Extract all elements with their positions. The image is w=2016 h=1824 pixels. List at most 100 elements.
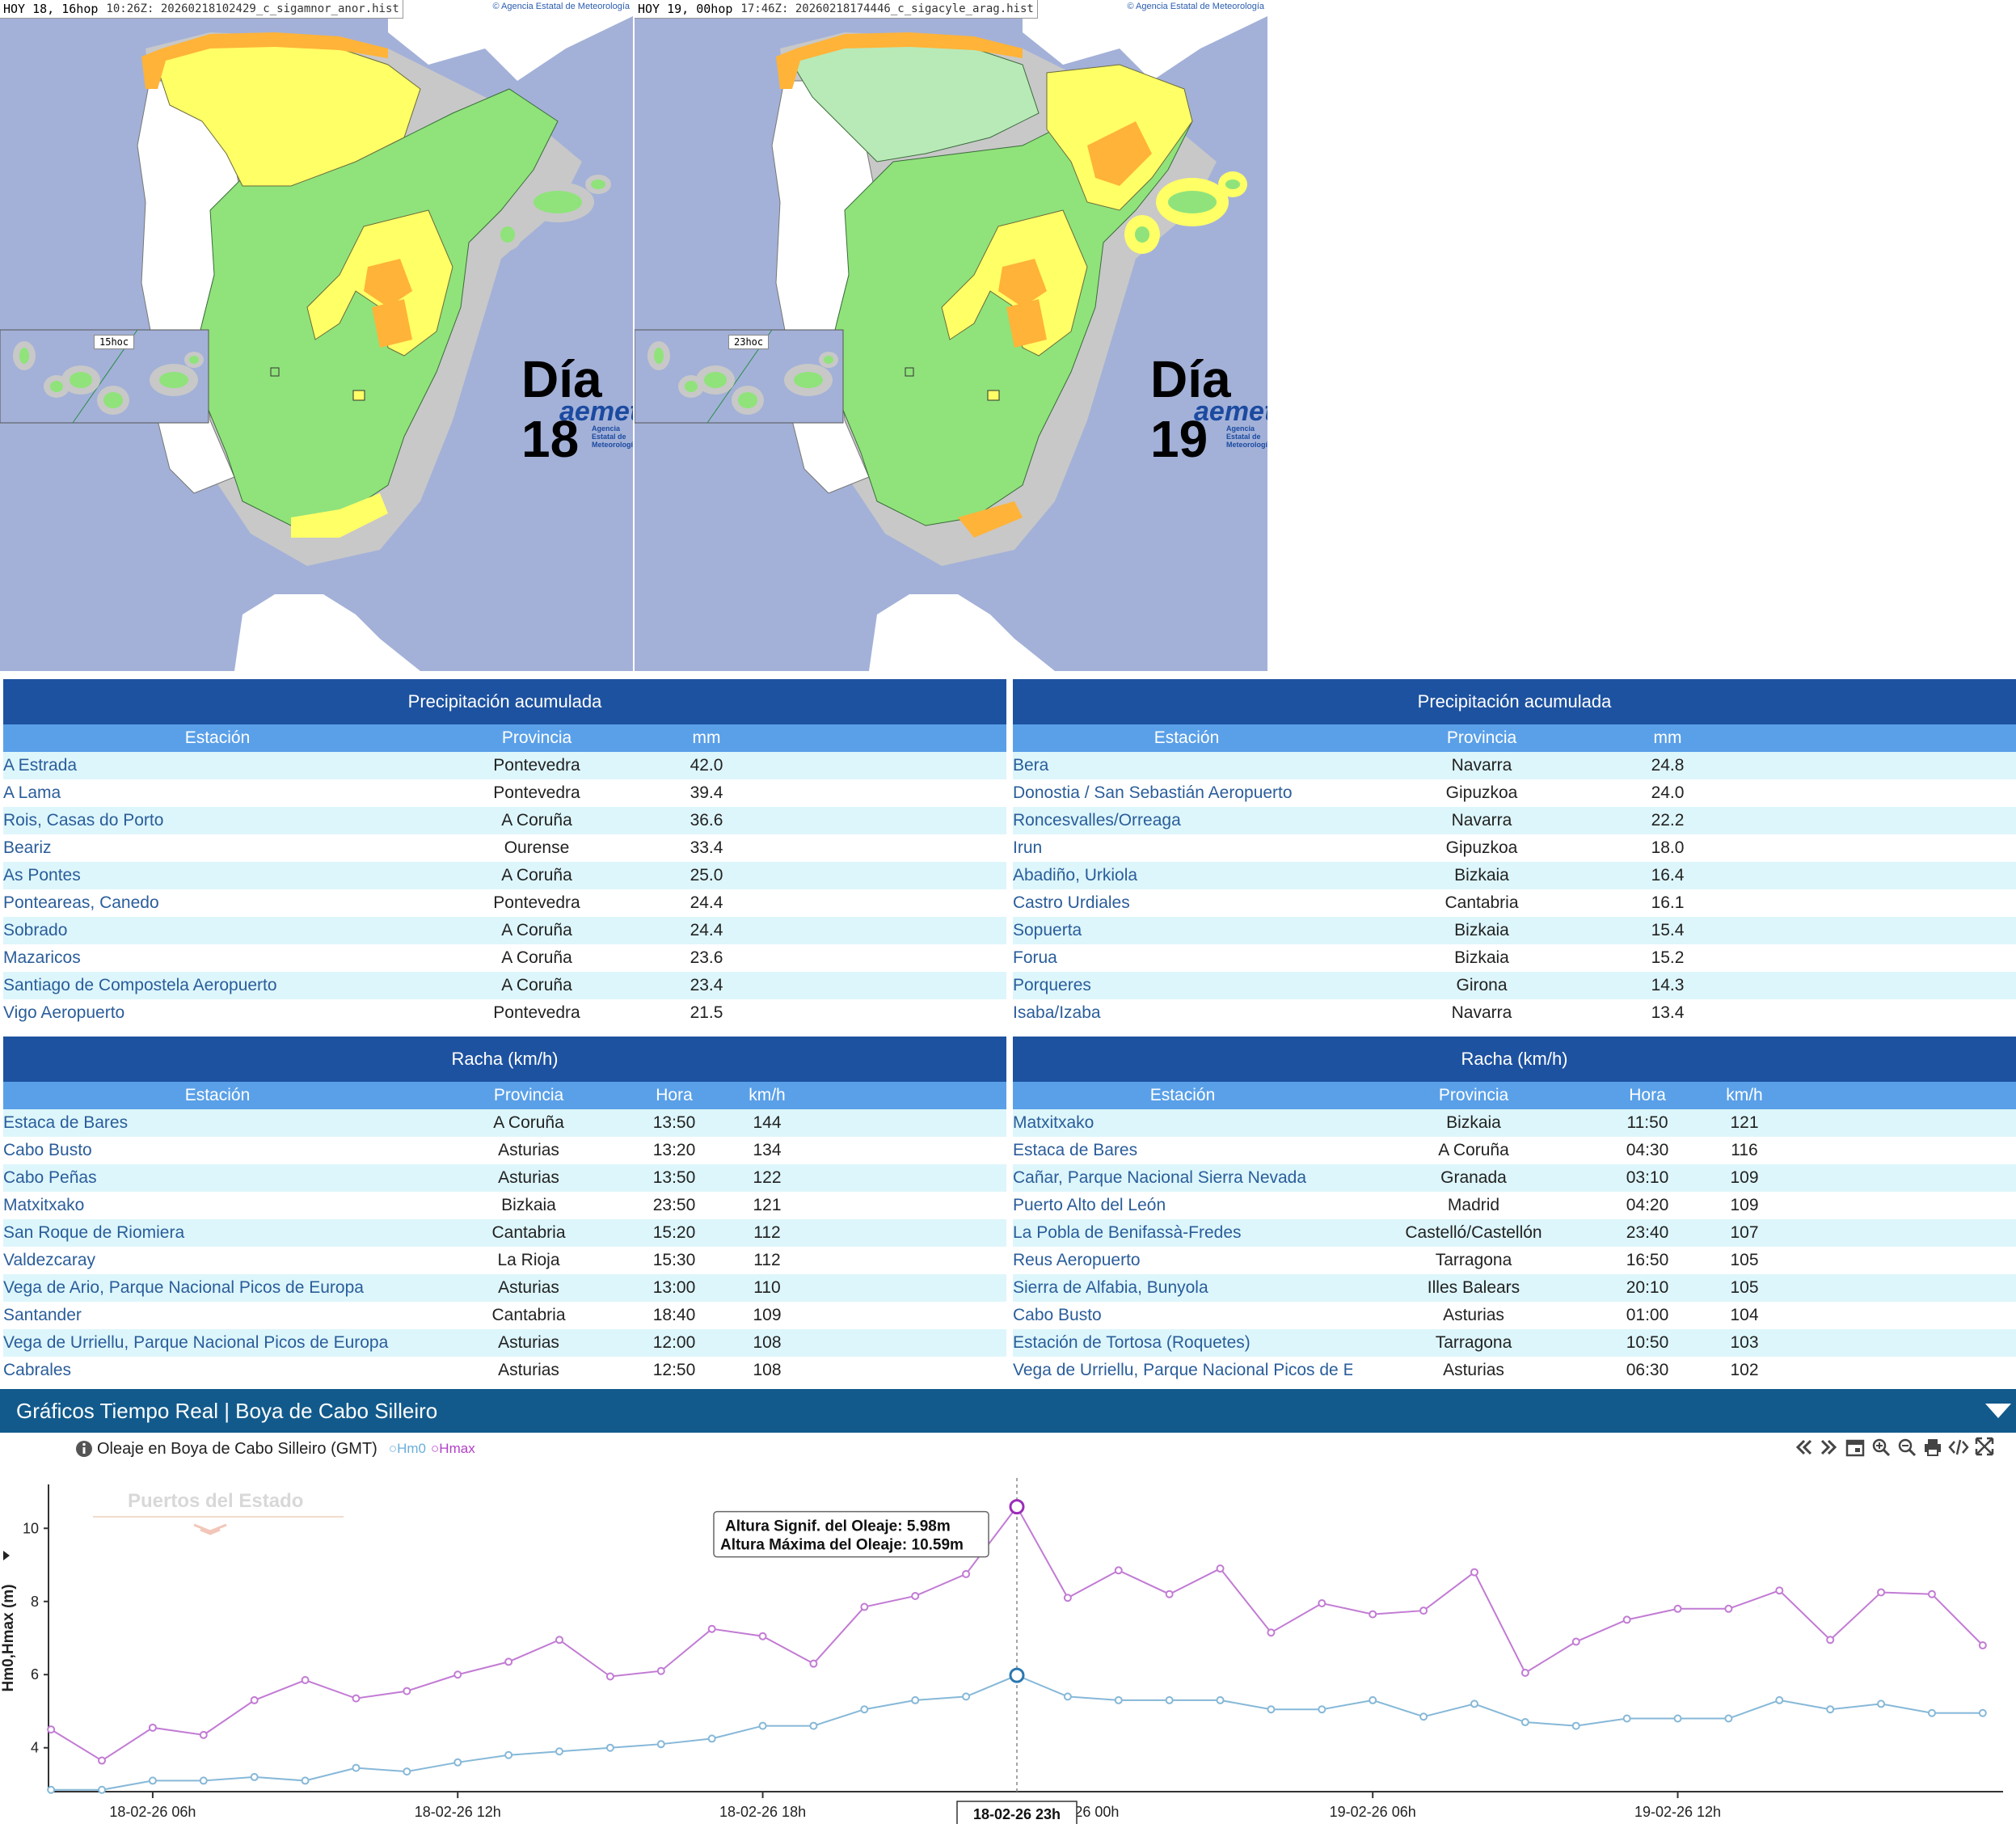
- data-point-hm0[interactable]: [1927, 1708, 1936, 1717]
- station-link[interactable]: San Roque de Riomiera: [3, 1223, 185, 1242]
- data-point-hmax[interactable]: [47, 1725, 56, 1734]
- data-point-hm0[interactable]: [758, 1721, 767, 1730]
- station-link[interactable]: Ponteareas, Canedo: [3, 893, 159, 912]
- station-link[interactable]: La Pobla de Benifassà-Fredes: [1013, 1223, 1242, 1242]
- print-icon[interactable]: [1922, 1436, 1943, 1459]
- data-point-hmax[interactable]: [148, 1723, 157, 1732]
- data-point-hmax[interactable]: [1571, 1637, 1580, 1646]
- data-point-hm0[interactable]: [1318, 1705, 1326, 1714]
- legend-hm0-item[interactable]: ○Hm0: [388, 1441, 427, 1456]
- station-link[interactable]: Isaba/Izaba: [1013, 1003, 1101, 1022]
- data-point-hm0[interactable]: [860, 1705, 869, 1714]
- data-point-hm0[interactable]: [1165, 1695, 1174, 1704]
- station-link[interactable]: Roncesvalles/Orreaga: [1013, 811, 1181, 830]
- data-point-hmax[interactable]: [1927, 1590, 1936, 1598]
- calendar-icon[interactable]: [1845, 1436, 1866, 1459]
- column-header[interactable]: mm: [692, 728, 721, 747]
- data-point-hm0[interactable]: [962, 1692, 971, 1701]
- station-link[interactable]: Cañar, Parque Nacional Sierra Nevada: [1013, 1168, 1307, 1187]
- data-point-hm0[interactable]: [453, 1758, 462, 1767]
- data-point-hmax[interactable]: [1724, 1604, 1733, 1613]
- data-point-hm0[interactable]: [98, 1785, 107, 1794]
- data-point-hmax[interactable]: [1216, 1564, 1225, 1573]
- data-point-hmax[interactable]: [707, 1624, 716, 1633]
- data-point-hmax[interactable]: [555, 1636, 564, 1645]
- station-link[interactable]: Irun: [1013, 838, 1043, 857]
- station-link[interactable]: Mazaricos: [3, 948, 81, 967]
- data-point-hmax[interactable]: [1520, 1668, 1529, 1677]
- station-link[interactable]: A Lama: [3, 783, 61, 802]
- data-point-hmax[interactable]: [1673, 1604, 1682, 1613]
- station-link[interactable]: Cabo Busto: [3, 1141, 92, 1159]
- column-header[interactable]: Provincia: [501, 728, 572, 747]
- data-point-hmax[interactable]: [809, 1659, 818, 1668]
- data-point-hm0[interactable]: [707, 1734, 716, 1743]
- data-point-hmax[interactable]: [656, 1666, 665, 1675]
- data-point-hmax[interactable]: [1369, 1610, 1377, 1619]
- data-point-hm0[interactable]: [1470, 1699, 1478, 1708]
- station-link[interactable]: Cabo Peñas: [3, 1168, 97, 1187]
- data-point-hmax[interactable]: [1267, 1628, 1276, 1637]
- data-point-hm0[interactable]: [1520, 1718, 1529, 1727]
- station-link[interactable]: Porqueres: [1013, 976, 1091, 994]
- data-point-hm0[interactable]: [47, 1785, 56, 1794]
- column-header[interactable]: Estación: [1149, 1086, 1216, 1104]
- data-point-hm0[interactable]: [1877, 1699, 1886, 1708]
- code-icon[interactable]: [1948, 1436, 1969, 1459]
- data-point-hmax[interactable]: [1419, 1607, 1428, 1615]
- data-point-hm0[interactable]: [1673, 1714, 1682, 1723]
- data-point-hm0[interactable]: [911, 1695, 920, 1704]
- data-point-hm0[interactable]: [1267, 1705, 1276, 1714]
- station-link[interactable]: Estación de Tortosa (Roquetes): [1013, 1333, 1251, 1352]
- info-icon[interactable]: [74, 1439, 94, 1459]
- data-point-hmax[interactable]: [1318, 1599, 1326, 1608]
- station-link[interactable]: Bera: [1013, 756, 1049, 775]
- column-header[interactable]: Provincia: [1446, 728, 1517, 747]
- station-link[interactable]: Abadiño, Urkiola: [1013, 866, 1138, 885]
- data-point-hmax[interactable]: [1978, 1641, 1987, 1650]
- station-link[interactable]: Sopuerta: [1013, 921, 1082, 939]
- data-point-hm0[interactable]: [1978, 1708, 1987, 1717]
- zoom-in-icon[interactable]: [1870, 1436, 1892, 1459]
- next-page-icon[interactable]: [1819, 1436, 1840, 1459]
- data-point-hm0[interactable]: [301, 1776, 310, 1785]
- first-page-icon[interactable]: [1793, 1436, 1814, 1459]
- column-header[interactable]: km/h: [1726, 1086, 1763, 1104]
- data-point-hmax[interactable]: [98, 1756, 107, 1765]
- station-link[interactable]: Valdezcaray: [3, 1251, 96, 1269]
- collapse-icon[interactable]: [1984, 1400, 2013, 1421]
- data-point-hmax[interactable]: [911, 1591, 920, 1600]
- station-link[interactable]: As Pontes: [3, 866, 81, 885]
- column-header[interactable]: Hora: [1629, 1086, 1666, 1104]
- data-point-hm0[interactable]: [148, 1776, 157, 1785]
- column-header[interactable]: Estación: [184, 1086, 251, 1104]
- station-link[interactable]: Cabrales: [3, 1361, 72, 1379]
- data-point-hm0[interactable]: [605, 1743, 614, 1752]
- data-point-hm0[interactable]: [555, 1747, 564, 1756]
- station-link[interactable]: Santiago de Compostela Aeropuerto: [3, 976, 277, 994]
- data-point-hmax[interactable]: [403, 1687, 411, 1695]
- data-point-hm0[interactable]: [1063, 1692, 1072, 1701]
- data-point-hmax[interactable]: [1622, 1615, 1631, 1624]
- data-point-hmax[interactable]: [605, 1672, 614, 1681]
- data-point-hm0[interactable]: [1369, 1695, 1377, 1704]
- data-point-hm0[interactable]: [1826, 1705, 1835, 1714]
- station-link[interactable]: Sobrado: [3, 921, 68, 939]
- station-link[interactable]: Puerto Alto del León: [1013, 1196, 1166, 1214]
- station-link[interactable]: Estaca de Bares: [3, 1113, 129, 1132]
- data-point-hmax[interactable]: [1165, 1590, 1174, 1598]
- station-link[interactable]: Santander: [3, 1306, 82, 1324]
- legend-hmax-item[interactable]: ○Hmax: [431, 1441, 475, 1456]
- station-link[interactable]: Beariz: [3, 838, 52, 857]
- station-link[interactable]: Vega de Ario, Parque Nacional Picos de E…: [3, 1278, 364, 1297]
- column-header[interactable]: km/h: [749, 1086, 786, 1104]
- data-point-hmax[interactable]: [962, 1569, 971, 1578]
- column-header[interactable]: Provincia: [493, 1086, 564, 1104]
- data-point-hmax[interactable]: [250, 1695, 259, 1704]
- station-link[interactable]: Estaca de Bares: [1013, 1141, 1138, 1159]
- station-link[interactable]: Castro Urdiales: [1013, 893, 1130, 912]
- data-point-hmax[interactable]: [199, 1730, 208, 1739]
- data-point-hm0[interactable]: [199, 1776, 208, 1785]
- data-point-hmax[interactable]: [504, 1657, 513, 1666]
- station-link[interactable]: Donostia / San Sebastián Aeropuerto: [1013, 783, 1293, 802]
